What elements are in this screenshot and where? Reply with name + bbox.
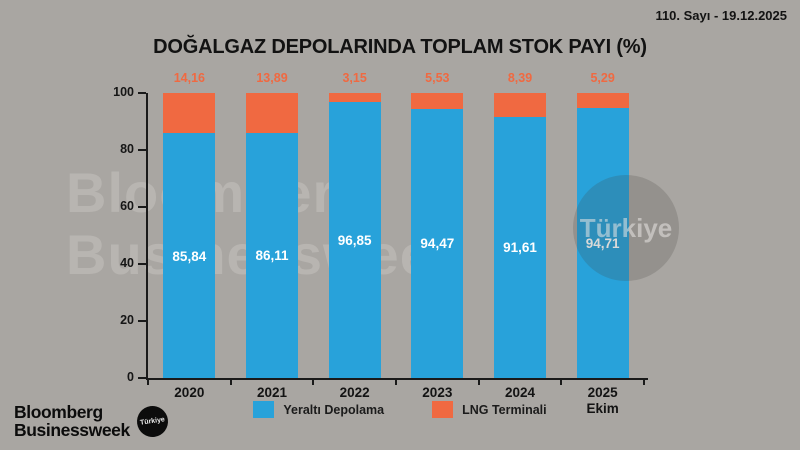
y-axis-tick (138, 263, 146, 265)
y-axis-tick (138, 92, 146, 94)
chart-title: DOĞALGAZ DEPOLARINDA TOPLAM STOK PAYI (%… (153, 36, 647, 58)
x-axis-tick (229, 378, 232, 385)
y-axis-tick (138, 377, 146, 379)
y-axis-tick-label: 40 (120, 256, 134, 270)
bar-segment-lng-terminali (576, 93, 629, 109)
y-axis-tick-label: 60 (120, 199, 134, 213)
bar-value-label-blue: 94,71 (585, 236, 620, 252)
bar-value-label-orange: 5,29 (590, 71, 615, 85)
x-axis-category-label: 2021 (256, 385, 287, 400)
turkiye-circle-watermark: Türkiye (573, 175, 679, 281)
y-axis-tick-label: 20 (120, 313, 134, 327)
bar-value-label-blue: 94,47 (420, 236, 455, 252)
bar-value-label-blue: 96,85 (337, 233, 372, 248)
y-axis-tick (138, 206, 146, 208)
bar-segment-yeralti-depolama (411, 108, 464, 378)
x-axis-tick (395, 378, 397, 385)
bar-value-label-orange: 13,89 (256, 71, 288, 85)
bar-segment-yeralti-depolama (163, 133, 216, 378)
bar-value-label-blue: 91,61 (503, 240, 537, 256)
bar-segment-yeralti-depolama (328, 101, 381, 378)
bar-segment-yeralti-depolama (576, 108, 629, 378)
y-axis-tick (138, 320, 146, 322)
logo-line1: Bloomberg (14, 402, 103, 422)
legend-item-lng-terminali: LNG Terminali (432, 401, 547, 418)
x-axis-tick (477, 378, 480, 385)
bar-segment-yeralti-depolama (246, 132, 298, 378)
x-axis-tick (312, 378, 315, 385)
x-axis-tick (643, 378, 645, 385)
logo-line2: Businessweek (14, 420, 130, 440)
legend-label: LNG Terminali (462, 402, 547, 417)
logo-text: Bloomberg Businessweek (14, 403, 130, 439)
x-axis-tick (560, 378, 563, 385)
y-axis-line (146, 93, 148, 380)
bloomberg-watermark-line1: Bloomberg (66, 161, 371, 224)
bar-value-label-orange: 5,53 (425, 71, 450, 85)
bar-segment-lng-terminali (246, 93, 298, 133)
bar-segment-yeralti-depolama (494, 116, 546, 378)
y-axis-tick-label: 80 (120, 142, 134, 156)
bar-segment-lng-terminali (163, 93, 216, 134)
legend-swatch-blue (253, 401, 275, 418)
x-axis-tick (147, 378, 149, 385)
chart-legend: Yeraltı Depolama LNG Terminali (0, 401, 800, 418)
x-axis-category-label: 2020 (174, 385, 205, 400)
y-axis-tick-label: 100 (113, 85, 134, 99)
x-axis-category-label: 2024 (504, 385, 535, 400)
plot-area: 0 20 40 60 80 100 85,84 14,16 2020 86,11 13,89 2021… (113, 71, 648, 416)
bloomberg-businessweek-logo: Bloomberg Businessweek Türkiye (14, 403, 170, 439)
issue-date-label: 110. Sayı - 19.12.2025 (655, 8, 787, 23)
legend-item-yeralti-depolama: Yeraltı Depolama (253, 401, 384, 418)
bar-segment-lng-terminali (411, 93, 464, 109)
y-axis-tick-label: 0 (127, 370, 134, 384)
x-axis-line (146, 378, 648, 380)
x-axis-category-label: 2025 Ekim (561, 385, 644, 417)
x-axis-category-label: 2022 (339, 385, 370, 400)
y-axis-tick (138, 149, 146, 151)
legend-swatch-orange (432, 401, 454, 418)
bar-segment-lng-terminali (328, 93, 381, 102)
bar-segment-lng-terminali (494, 93, 546, 117)
bar-value-label-orange: 14,16 (173, 71, 205, 85)
bar-value-label-orange: 8,39 (507, 71, 533, 85)
bar-value-label-orange: 3,15 (342, 71, 367, 85)
bar-value-label-blue: 85,84 (172, 248, 207, 264)
bar-value-label-blue: 86,11 (255, 248, 289, 264)
turkiye-badge: Türkiye (134, 403, 170, 439)
legend-label: Yeraltı Depolama (283, 402, 385, 417)
x-axis-category-label: 2023 (422, 385, 453, 400)
x-axis-sublabel: Ekim (586, 401, 619, 416)
